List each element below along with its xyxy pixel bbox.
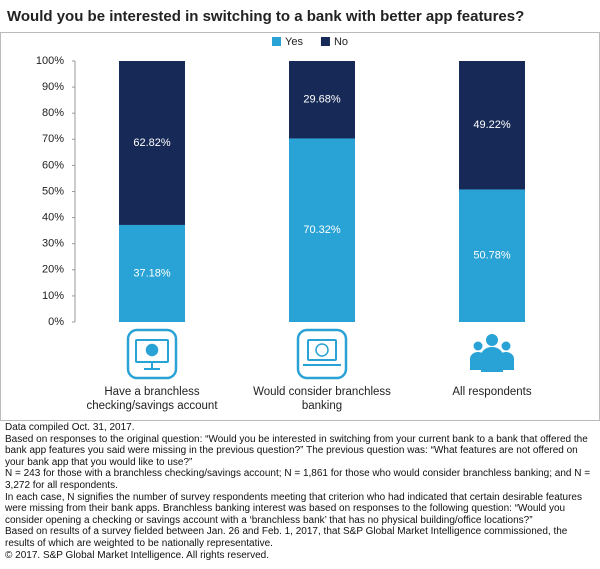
legend-swatch	[272, 37, 281, 46]
note: © 2017. S&P Global Market Intelligence. …	[5, 549, 269, 561]
y-tick-label: 50%	[42, 185, 64, 197]
note: Data compiled Oct. 31, 2017.	[5, 422, 135, 433]
y-tick-label: 80%	[42, 107, 64, 119]
y-tick-label: 0%	[48, 316, 64, 328]
chart: Would you be interested in switching to …	[0, 8, 600, 421]
value-label: 50.78%	[473, 250, 511, 262]
icon-people	[470, 334, 514, 372]
note: Based on responses to the original quest…	[5, 433, 588, 468]
value-label: 37.18%	[133, 267, 171, 279]
legend-label: Yes	[285, 36, 303, 48]
y-tick-label: 40%	[42, 212, 64, 224]
legend-swatch	[320, 37, 330, 46]
chart-title: Would you be interested in switching to …	[7, 8, 524, 25]
bar-segment	[289, 138, 355, 322]
note: In each case, N signifies the number of …	[5, 491, 582, 526]
bar-segment	[459, 189, 525, 322]
category-label: Have a branchless checking/savings accou…	[86, 386, 218, 412]
legend-label: No	[334, 36, 348, 48]
value-label: 29.68%	[303, 94, 341, 106]
y-tick-label: 30%	[42, 238, 64, 250]
category-label: Would consider branchless banking	[253, 386, 391, 412]
y-tick-label: 70%	[42, 133, 64, 145]
y-tick-label: 20%	[42, 264, 64, 276]
notes: Data compiled Oct. 31, 2017. Based on res…	[5, 422, 597, 561]
note: Based on results of a survey fielded bet…	[5, 526, 568, 549]
y-tick-label: 60%	[42, 159, 64, 171]
bar-segment	[119, 61, 185, 225]
bar-segment	[119, 224, 185, 322]
category-label: All respondents	[452, 386, 532, 398]
value-label: 70.32%	[303, 224, 341, 236]
y-tick-label: 90%	[42, 81, 64, 93]
value-label: 49.22%	[473, 119, 511, 131]
bar-segment	[289, 61, 355, 139]
y-tick-label: 100%	[36, 55, 64, 67]
value-label: 62.82%	[133, 137, 171, 149]
icon-computer	[126, 328, 178, 380]
bar-segment	[459, 61, 525, 190]
icon-laptop	[296, 328, 348, 380]
note: N = 243 for those with a branchless chec…	[5, 468, 591, 491]
y-tick-label: 10%	[42, 290, 64, 302]
